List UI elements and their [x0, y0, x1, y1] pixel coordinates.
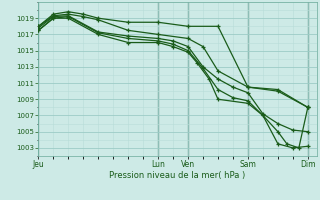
- X-axis label: Pression niveau de la mer( hPa ): Pression niveau de la mer( hPa ): [109, 171, 246, 180]
